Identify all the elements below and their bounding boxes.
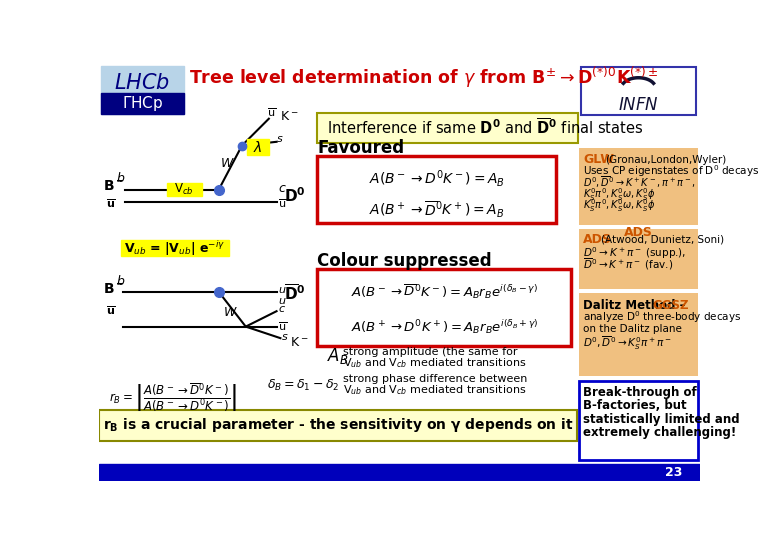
Text: statistically limited and: statistically limited and	[583, 413, 739, 426]
Text: strong phase difference between: strong phase difference between	[342, 374, 527, 384]
Text: u: u	[278, 296, 285, 306]
Text: (Gronau,London,Wyler): (Gronau,London,Wyler)	[605, 154, 727, 165]
Text: b: b	[116, 275, 124, 288]
Bar	[317, 156, 556, 222]
Text: K$^-$: K$^-$	[290, 335, 309, 348]
Text: c: c	[278, 181, 285, 194]
Bar	[167, 183, 202, 197]
Text: $r_B = \left|\dfrac{A(B^- \to \overline{D}^0K^-)}{A(B^- \to D^0K^-)}\right|$: $r_B = \left|\dfrac{A(B^- \to \overline{…	[108, 381, 237, 414]
Bar	[101, 66, 184, 114]
Bar	[580, 293, 698, 376]
Text: 23: 23	[665, 465, 682, 478]
Text: (Atwood, Dunietz, Soni): (Atwood, Dunietz, Soni)	[601, 234, 725, 245]
Text: W: W	[221, 157, 233, 170]
Bar	[317, 269, 572, 346]
Text: $\mathit{LHCb}$: $\mathit{LHCb}$	[115, 73, 171, 93]
Text: $D^0 \rightarrow K^+\pi^-$ (supp.),: $D^0 \rightarrow K^+\pi^-$ (supp.),	[583, 245, 686, 261]
Text: $\mathbf{B^-}$: $\mathbf{B^-}$	[102, 179, 124, 193]
Text: Tree level determination of $\gamma$ from B$^{\pm}{\rightarrow}$D$^{(*)}{}^{0}$K: Tree level determination of $\gamma$ fro…	[189, 64, 658, 90]
Bar	[99, 464, 700, 481]
Text: W: W	[224, 306, 236, 319]
Text: $D^0, \overline{D}^0 \rightarrow K^0_S\pi^+\pi^-$: $D^0, \overline{D}^0 \rightarrow K^0_S\p…	[583, 335, 672, 352]
Text: $\mathbf{r_B}$ is a crucial parameter - the sensitivity on $\mathbf{\gamma}$ dep: $\mathbf{r_B}$ is a crucial parameter - …	[103, 416, 573, 434]
Text: B-factories, but: B-factories, but	[583, 400, 686, 413]
Bar	[317, 113, 578, 143]
Text: $A(B^+ \rightarrow \overline{D}^0K^+) = A_B$: $A(B^+ \rightarrow \overline{D}^0K^+) = …	[369, 199, 505, 220]
Bar	[580, 229, 698, 289]
Text: $\overline{\mathrm{u}}$: $\overline{\mathrm{u}}$	[278, 197, 287, 210]
Text: $\overline{D}^0 \rightarrow K^+\pi^-$ (fav.): $\overline{D}^0 \rightarrow K^+\pi^-$ (f…	[583, 256, 673, 272]
Bar	[580, 381, 698, 460]
Text: $D^0, \overline{D}^0 \rightarrow K^+K^-, \pi^+\pi^-,$: $D^0, \overline{D}^0 \rightarrow K^+K^-,…	[583, 175, 696, 190]
Text: $\mathit{A}_{\mathit{B}}$: $\mathit{A}_{\mathit{B}}$	[328, 346, 349, 366]
Text: c: c	[278, 304, 284, 314]
Text: extremely challenging!: extremely challenging!	[583, 426, 736, 438]
Bar	[121, 240, 229, 256]
Text: V$_{ub}$ = |V$_{ub}$| e$^{-i\gamma}$: V$_{ub}$ = |V$_{ub}$| e$^{-i\gamma}$	[124, 239, 225, 258]
Text: $\overline{\mathrm{u}}$: $\overline{\mathrm{u}}$	[278, 320, 287, 333]
Text: Interference if same $\mathbf{D^0}$ and $\mathbf{\overline{D}^0}$ final states: Interference if same $\mathbf{D^0}$ and …	[327, 118, 643, 138]
Text: $\mathit{INFN}$: $\mathit{INFN}$	[618, 96, 659, 114]
Text: $A(B^- \rightarrow \overline{D}^0K^-) = A_Br_Be^{i(\delta_B - \gamma)}$: $A(B^- \rightarrow \overline{D}^0K^-) = …	[351, 283, 538, 301]
Text: strong amplitude (the same for: strong amplitude (the same for	[342, 347, 517, 357]
Text: u: u	[278, 285, 285, 295]
Text: $A(B^- \rightarrow D^0K^-) = A_B$: $A(B^- \rightarrow D^0K^-) = A_B$	[369, 168, 505, 189]
Text: ADS: ADS	[583, 233, 612, 246]
Text: $\delta_B = \delta_1 - \delta_2$: $\delta_B = \delta_1 - \delta_2$	[268, 377, 340, 393]
Text: V$_{ub}$ and V$_{cb}$ mediated transitions: V$_{ub}$ and V$_{cb}$ mediated transitio…	[342, 383, 526, 397]
Text: Uses CP eigenstates of D$^0$ decays: Uses CP eigenstates of D$^0$ decays	[583, 163, 760, 179]
Text: on the Dalitz plane: on the Dalitz plane	[583, 324, 682, 334]
Bar	[99, 410, 577, 441]
Text: $\overline{\mathrm{u}}$: $\overline{\mathrm{u}}$	[268, 106, 276, 119]
Text: $\mathbf{\overline{D}^0}$: $\mathbf{\overline{D}^0}$	[284, 284, 306, 303]
Text: analyze D$^0$ three-body decays: analyze D$^0$ three-body decays	[583, 309, 741, 325]
Text: $\lambda$: $\lambda$	[254, 140, 263, 154]
Text: GGSZ: GGSZ	[652, 299, 689, 312]
Text: GLW: GLW	[583, 153, 614, 166]
Text: $\mathbf{\overline{u}}$: $\mathbf{\overline{u}}$	[105, 304, 115, 317]
Text: $K^0_S\pi^0, K^0_S\omega, K^0_S\phi$: $K^0_S\pi^0, K^0_S\omega, K^0_S\phi$	[583, 197, 656, 214]
Bar	[580, 67, 697, 115]
Text: s: s	[277, 134, 282, 145]
Text: $\mathbf{D^0}$: $\mathbf{D^0}$	[284, 186, 306, 205]
Text: b: b	[116, 172, 124, 185]
Text: ADS: ADS	[624, 226, 653, 239]
Text: Favoured: Favoured	[317, 139, 405, 157]
Bar	[580, 148, 698, 225]
Text: $A(B^+ \rightarrow D^0K^+) = A_Br_Be^{i(\delta_B + \gamma)}$: $A(B^+ \rightarrow D^0K^+) = A_Br_Be^{i(…	[350, 318, 538, 335]
Text: V$_{cb}$: V$_{cb}$	[175, 182, 194, 197]
Bar	[101, 92, 184, 114]
Text: V$_{ub}$ and V$_{cb}$ mediated transitions: V$_{ub}$ and V$_{cb}$ mediated transitio…	[342, 356, 526, 370]
Text: $\mathbf{B^-}$: $\mathbf{B^-}$	[102, 282, 124, 296]
Text: Dalitz Method –: Dalitz Method –	[583, 299, 690, 312]
Text: Colour suppressed: Colour suppressed	[317, 252, 492, 270]
Text: $\mathbf{\overline{u}}$: $\mathbf{\overline{u}}$	[105, 197, 115, 210]
Text: s: s	[282, 333, 288, 342]
Text: $\mathsf{\Gamma HCp}$: $\mathsf{\Gamma HCp}$	[122, 94, 163, 113]
Bar	[247, 139, 269, 155]
Text: K$^-$: K$^-$	[280, 110, 299, 123]
Text: $K^0_S\pi^0, K^0_S\omega, K^0_S\phi$: $K^0_S\pi^0, K^0_S\omega, K^0_S\phi$	[583, 186, 656, 202]
Text: Break-through of: Break-through of	[583, 386, 697, 399]
